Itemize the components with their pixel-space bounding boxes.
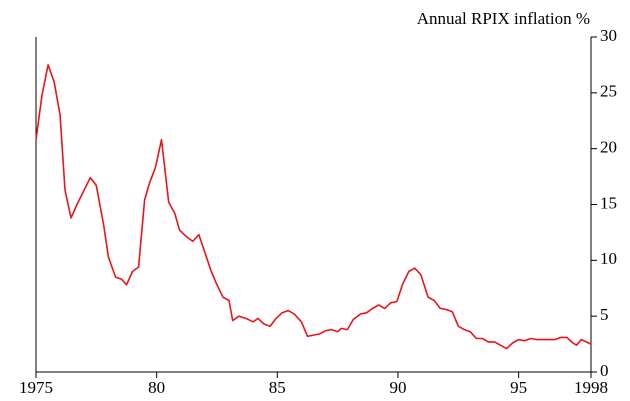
x-tick-label: 95 (510, 378, 527, 397)
y-tick-label: 10 (600, 249, 617, 268)
y-tick-label: 0 (600, 361, 609, 380)
x-tick-label: 1975 (19, 378, 53, 397)
y-tick-label: 20 (600, 138, 617, 157)
x-tick-label: 90 (389, 378, 406, 397)
y-tick-label: 15 (600, 193, 617, 212)
x-tick-label: 1998 (574, 378, 608, 397)
y-tick-label: 25 (600, 82, 617, 101)
data-line (35, 64, 592, 350)
x-tick-label: 85 (269, 378, 286, 397)
chart-title: Annual RPIX inflation % (417, 9, 590, 28)
y-tick-label: 30 (600, 26, 617, 45)
x-tick-label: 80 (148, 378, 165, 397)
y-tick-label: 5 (600, 305, 609, 324)
